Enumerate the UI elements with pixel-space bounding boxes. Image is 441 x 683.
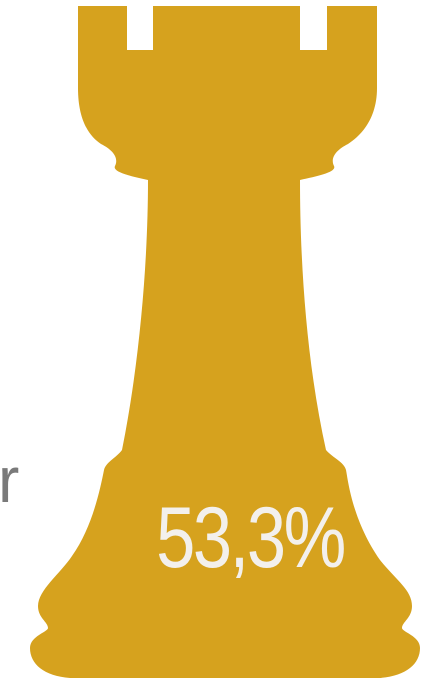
side-text-fragment: r xyxy=(0,444,20,516)
rook-silhouette xyxy=(30,6,420,678)
rook-percentage-label: 53,3% xyxy=(156,490,346,586)
